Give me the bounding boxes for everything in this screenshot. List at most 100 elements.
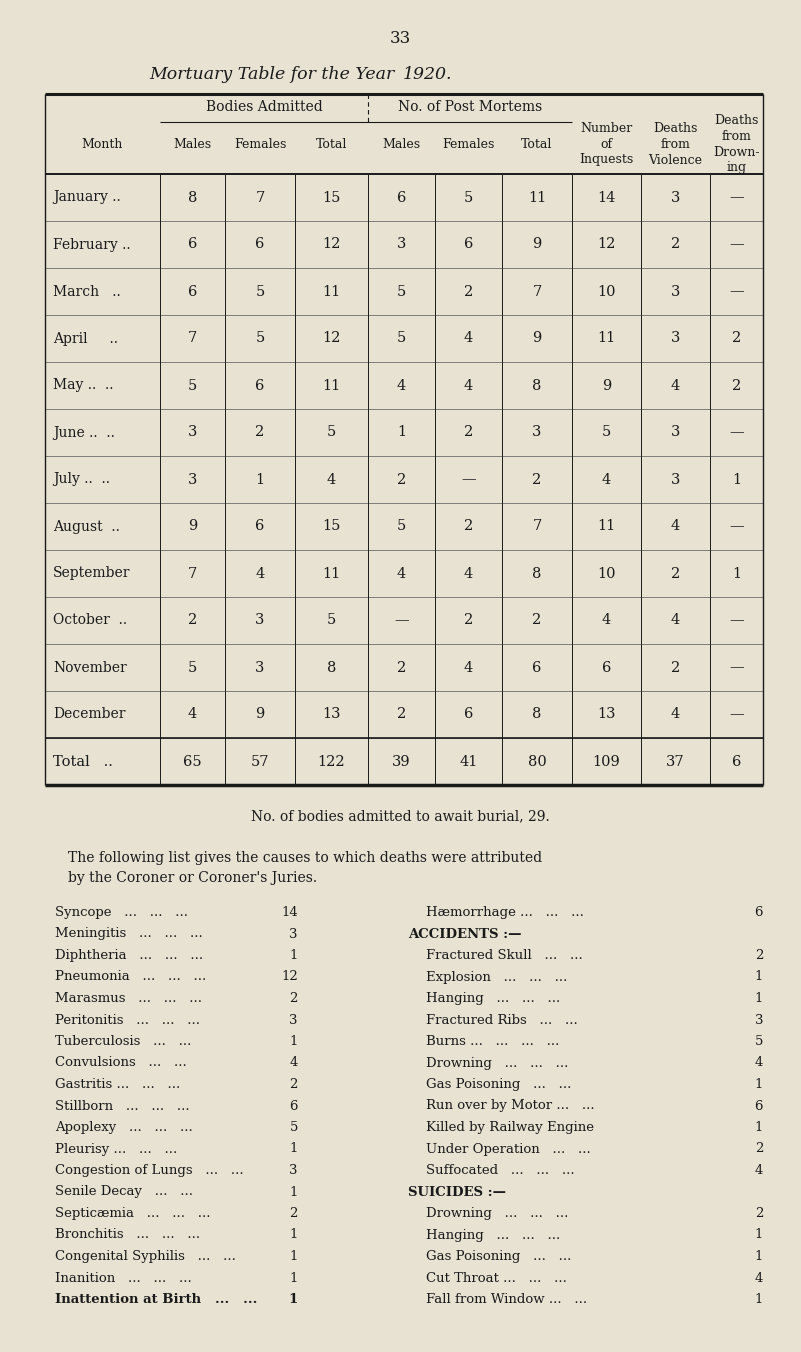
- Text: Marasmus   ...   ...   ...: Marasmus ... ... ...: [55, 992, 202, 1005]
- Text: Pneumonia   ...   ...   ...: Pneumonia ... ... ...: [55, 971, 206, 983]
- Text: 2: 2: [256, 426, 264, 439]
- Text: 15: 15: [322, 191, 340, 204]
- Text: 11: 11: [322, 566, 340, 580]
- Text: Fractured Ribs   ...   ...: Fractured Ribs ... ...: [426, 1014, 578, 1026]
- Text: —: —: [729, 426, 744, 439]
- Text: 1: 1: [290, 1271, 298, 1284]
- Text: Drowning   ...   ...   ...: Drowning ... ... ...: [426, 1207, 569, 1220]
- Text: November: November: [53, 661, 127, 675]
- Text: 6: 6: [289, 1099, 298, 1113]
- Text: 2: 2: [464, 614, 473, 627]
- Text: 6: 6: [256, 238, 264, 251]
- Text: 6: 6: [187, 284, 197, 299]
- Text: 7: 7: [188, 331, 197, 346]
- Text: 1: 1: [755, 971, 763, 983]
- Text: 5: 5: [256, 284, 264, 299]
- Text: Convulsions   ...   ...: Convulsions ... ...: [55, 1056, 187, 1069]
- Text: Number
of
Inquests: Number of Inquests: [579, 122, 634, 166]
- Text: Syncope   ...   ...   ...: Syncope ... ... ...: [55, 906, 188, 919]
- Text: 2: 2: [396, 707, 406, 722]
- Text: —: —: [729, 707, 744, 722]
- Text: Inattention at Birth   ...   ...: Inattention at Birth ... ...: [55, 1293, 257, 1306]
- Text: 5: 5: [327, 614, 336, 627]
- Text: —: —: [461, 472, 476, 487]
- Text: 3: 3: [670, 426, 680, 439]
- Text: 4: 4: [671, 379, 680, 392]
- Text: 1: 1: [755, 1121, 763, 1134]
- Text: 11: 11: [322, 284, 340, 299]
- Text: 6: 6: [732, 754, 741, 768]
- Text: 3: 3: [256, 614, 264, 627]
- Text: 2: 2: [671, 566, 680, 580]
- Text: 2: 2: [188, 614, 197, 627]
- Text: 1: 1: [290, 1142, 298, 1156]
- Text: Run over by Motor ...   ...: Run over by Motor ... ...: [426, 1099, 594, 1113]
- Text: 1: 1: [755, 1293, 763, 1306]
- Text: Cut Throat ...   ...   ...: Cut Throat ... ... ...: [426, 1271, 567, 1284]
- Text: Females: Females: [234, 138, 286, 150]
- Text: 37: 37: [666, 754, 685, 768]
- Text: 5: 5: [396, 331, 406, 346]
- Text: Total   ..: Total ..: [53, 754, 113, 768]
- Text: 5: 5: [396, 284, 406, 299]
- Text: 3: 3: [670, 331, 680, 346]
- Text: Tuberculosis   ...   ...: Tuberculosis ... ...: [55, 1036, 191, 1048]
- Text: 4: 4: [755, 1056, 763, 1069]
- Text: October  ..: October ..: [53, 614, 127, 627]
- Text: Stillborn   ...   ...   ...: Stillborn ... ... ...: [55, 1099, 190, 1113]
- Text: 6: 6: [755, 906, 763, 919]
- Text: 1: 1: [732, 566, 741, 580]
- Text: 33: 33: [389, 30, 411, 47]
- Text: 6: 6: [187, 238, 197, 251]
- Text: Females: Females: [442, 138, 495, 150]
- Text: Congenital Syphilis   ...   ...: Congenital Syphilis ... ...: [55, 1251, 235, 1263]
- Text: 4: 4: [464, 566, 473, 580]
- Text: Gastritis ...   ...   ...: Gastritis ... ... ...: [55, 1078, 180, 1091]
- Text: 14: 14: [598, 191, 616, 204]
- Text: 1: 1: [290, 1186, 298, 1198]
- Text: 2: 2: [464, 519, 473, 534]
- Text: 1: 1: [755, 1251, 763, 1263]
- Text: 122: 122: [318, 754, 345, 768]
- Text: 2: 2: [290, 1207, 298, 1220]
- Text: by the Coroner or Coroner's Juries.: by the Coroner or Coroner's Juries.: [68, 871, 317, 886]
- Text: —: —: [394, 614, 409, 627]
- Text: 3: 3: [187, 426, 197, 439]
- Text: Hanging   ...   ...   ...: Hanging ... ... ...: [426, 1229, 560, 1241]
- Text: 4: 4: [755, 1164, 763, 1178]
- Text: 5: 5: [464, 191, 473, 204]
- Text: 5: 5: [290, 1121, 298, 1134]
- Text: Deaths
from
Violence: Deaths from Violence: [649, 122, 702, 166]
- Text: 3: 3: [289, 927, 298, 941]
- Text: 3: 3: [670, 191, 680, 204]
- Text: 2: 2: [533, 472, 541, 487]
- Text: 4: 4: [327, 472, 336, 487]
- Text: 4: 4: [602, 472, 611, 487]
- Text: 6: 6: [533, 661, 541, 675]
- Text: 1: 1: [732, 472, 741, 487]
- Text: Diphtheria   ...   ...   ...: Diphtheria ... ... ...: [55, 949, 203, 963]
- Text: 6: 6: [464, 238, 473, 251]
- Text: 15: 15: [322, 519, 340, 534]
- Text: Fall from Window ...   ...: Fall from Window ... ...: [426, 1293, 587, 1306]
- Text: —: —: [729, 284, 744, 299]
- Text: —: —: [729, 191, 744, 204]
- Text: 1: 1: [290, 949, 298, 963]
- Text: 3: 3: [670, 472, 680, 487]
- Text: Hæmorrhage ...   ...   ...: Hæmorrhage ... ... ...: [426, 906, 584, 919]
- Text: 4: 4: [755, 1271, 763, 1284]
- Text: ACCIDENTS :—: ACCIDENTS :—: [408, 927, 521, 941]
- Text: 6: 6: [396, 191, 406, 204]
- Text: 4: 4: [256, 566, 264, 580]
- Text: 2: 2: [464, 284, 473, 299]
- Text: 3: 3: [187, 472, 197, 487]
- Text: 2: 2: [732, 379, 741, 392]
- Text: 3: 3: [256, 661, 264, 675]
- Text: Total: Total: [316, 138, 347, 150]
- Text: Under Operation   ...   ...: Under Operation ... ...: [426, 1142, 591, 1156]
- Text: 4: 4: [396, 379, 406, 392]
- Text: 11: 11: [598, 519, 616, 534]
- Text: Congestion of Lungs   ...   ...: Congestion of Lungs ... ...: [55, 1164, 244, 1178]
- Text: December: December: [53, 707, 126, 722]
- Text: Burns ...   ...   ...   ...: Burns ... ... ... ...: [426, 1036, 559, 1048]
